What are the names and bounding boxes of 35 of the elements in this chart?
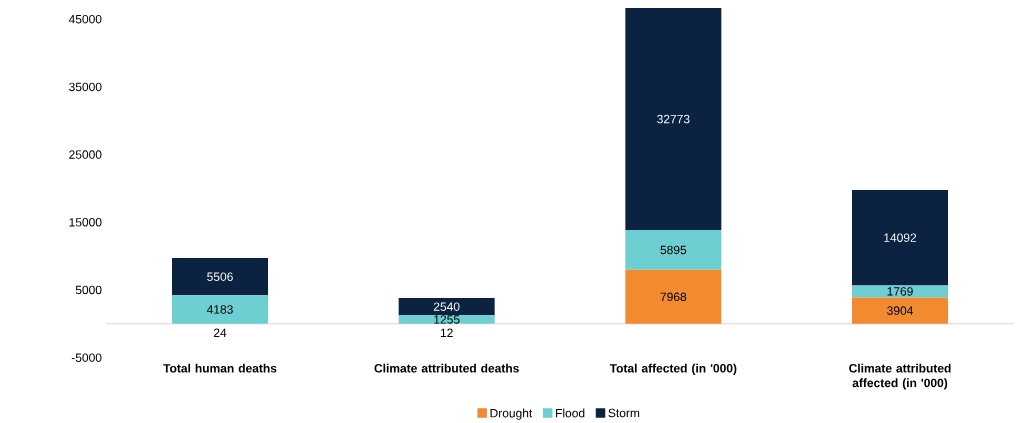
y-tick-label: 35000	[69, 82, 102, 92]
data-label: 12	[440, 328, 453, 337]
bar	[172, 258, 269, 296]
x-tick-label: Climate attributed affected (in '000)	[849, 363, 951, 390]
y-tick-label: 25000	[69, 150, 102, 159]
y-tick-label: 45000	[68, 14, 102, 24]
data-label: 1255	[434, 315, 460, 324]
data-label: 7968	[660, 292, 687, 302]
bar	[625, 8, 722, 230]
data-label: 1769	[887, 287, 913, 296]
data-label: 3904	[887, 306, 913, 315]
legend-label: Drought	[490, 408, 533, 420]
data-label: 24	[213, 328, 227, 337]
legend-label: Flood	[556, 408, 585, 418]
y-tick-label: 15000	[69, 218, 102, 227]
bar	[852, 190, 948, 286]
legend-label: Storm	[608, 408, 640, 418]
y-tick-label: -5000	[71, 353, 102, 362]
data-label: 5506	[207, 272, 233, 281]
bar	[852, 297, 948, 324]
x-tick-label: Total human deaths	[163, 363, 277, 373]
data-label: 2540	[433, 302, 460, 311]
bar	[852, 285, 948, 298]
data-label: 14092	[884, 233, 917, 242]
data-label: 4183	[206, 305, 233, 314]
bar	[172, 295, 269, 324]
bar	[398, 298, 495, 316]
y-tick-label: 5000	[75, 285, 102, 295]
bar	[398, 315, 495, 324]
bar	[625, 229, 722, 270]
x-tick-label: Total affected (in '000)	[609, 363, 737, 375]
bar	[625, 269, 722, 324]
data-label: 5895	[660, 245, 687, 255]
x-tick-label: Climate attributed deaths	[374, 363, 519, 373]
data-label: 32773	[657, 114, 690, 124]
